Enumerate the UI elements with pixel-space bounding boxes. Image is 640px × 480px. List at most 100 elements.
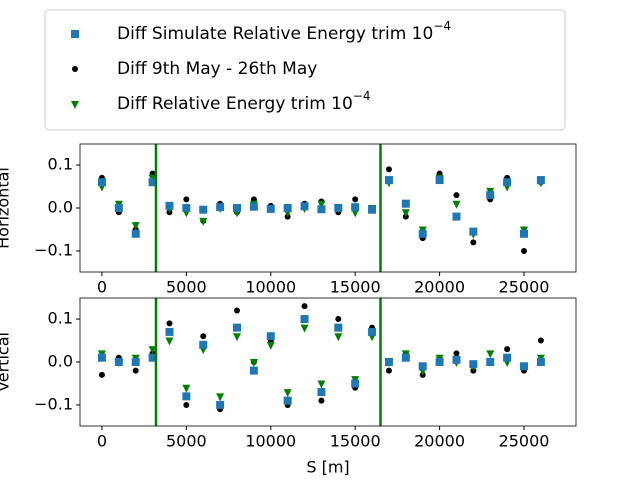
x-tick-label: 15000 xyxy=(330,432,381,451)
legend-text: Diff 9th May - 26th May xyxy=(117,59,317,79)
legend-label: Diff Simulate Relative Energy trim 10−4 xyxy=(117,19,451,45)
marker-square xyxy=(97,353,106,362)
marker-square xyxy=(97,178,106,187)
marker-square xyxy=(452,355,461,364)
marker-square xyxy=(317,388,326,397)
marker-square xyxy=(536,358,545,366)
marker-circle xyxy=(453,192,460,199)
marker-square xyxy=(351,379,360,388)
marker-square xyxy=(182,392,191,401)
marker-circle xyxy=(385,166,392,173)
marker-square xyxy=(435,176,444,185)
marker-square xyxy=(114,204,123,212)
marker-square xyxy=(536,176,545,185)
marker-triangle xyxy=(131,222,140,231)
marker-square xyxy=(418,229,427,238)
x-tick-label: 25000 xyxy=(499,432,550,451)
legend-label: Diff Relative Energy trim 10−4 xyxy=(117,89,371,115)
marker-square xyxy=(486,191,495,200)
legend-superscript: −4 xyxy=(353,89,371,103)
marker-square xyxy=(249,202,258,211)
marker-triangle xyxy=(452,200,461,209)
y-tick-label: 0.0 xyxy=(48,352,73,371)
marker-triangle xyxy=(317,380,326,389)
marker-square xyxy=(503,353,512,362)
axes-frame xyxy=(79,143,577,273)
marker-triangle xyxy=(266,341,275,350)
marker-square xyxy=(165,201,174,210)
marker-square xyxy=(114,358,123,366)
y-tick-label: 0.1 xyxy=(48,309,73,328)
marker-circle xyxy=(183,401,190,408)
marker-square xyxy=(148,353,157,362)
marker-triangle xyxy=(317,200,326,209)
marker-triangle xyxy=(401,209,410,218)
marker-square xyxy=(300,315,309,324)
marker-circle xyxy=(234,307,241,314)
marker-square xyxy=(368,327,377,336)
x-tick-label: 10000 xyxy=(245,432,296,451)
axes-frame xyxy=(79,297,577,427)
marker-square xyxy=(249,366,258,375)
x-axis-label: S [m] xyxy=(306,458,349,477)
legend-superscript: −4 xyxy=(433,19,451,33)
marker-triangle xyxy=(233,333,242,342)
marker-square xyxy=(401,353,410,362)
marker-circle xyxy=(301,303,308,310)
marker-square xyxy=(452,212,461,221)
marker-square xyxy=(435,358,444,366)
marker-triangle xyxy=(199,217,208,226)
marker-circle xyxy=(183,196,190,203)
marker-square xyxy=(520,362,529,371)
marker-square xyxy=(233,323,242,332)
plot-area xyxy=(97,144,545,272)
marker-square xyxy=(131,358,140,366)
y-axis-label: Horizontal xyxy=(0,167,13,249)
marker-square xyxy=(283,204,292,212)
marker-square xyxy=(71,30,79,38)
marker-circle xyxy=(504,346,511,353)
marker-square xyxy=(131,229,140,238)
marker-triangle xyxy=(165,337,174,346)
x-tick-label: 25000 xyxy=(499,278,550,297)
x-tick-label: 20000 xyxy=(414,432,465,451)
marker-circle xyxy=(132,367,139,374)
marker-square xyxy=(469,360,478,369)
marker-square xyxy=(233,204,242,212)
marker-circle xyxy=(98,371,105,378)
marker-triangle xyxy=(249,359,258,367)
marker-circle xyxy=(318,397,325,404)
marker-triangle xyxy=(300,324,309,333)
marker-square xyxy=(384,358,393,366)
x-tick-label: 5000 xyxy=(166,278,207,297)
y-tick-label: 0.0 xyxy=(48,198,73,217)
marker-circle xyxy=(470,239,477,246)
marker-square xyxy=(199,340,208,349)
marker-triangle xyxy=(486,350,495,359)
plot-area xyxy=(97,298,545,426)
marker-circle xyxy=(385,367,392,374)
marker-square xyxy=(165,327,174,336)
x-tick-label: 15000 xyxy=(330,278,381,297)
marker-circle xyxy=(537,337,544,344)
marker-circle xyxy=(335,316,342,323)
marker-circle xyxy=(166,320,173,327)
marker-square xyxy=(283,396,292,405)
x-tick-label: 10000 xyxy=(245,278,296,297)
marker-square xyxy=(334,323,343,332)
x-tick-label: 20000 xyxy=(414,278,465,297)
marker-square xyxy=(334,204,343,212)
legend: Diff Simulate Relative Energy trim 10−4 D… xyxy=(44,9,566,131)
marker-square xyxy=(401,199,410,208)
y-tick-label: 0.1 xyxy=(48,155,73,174)
marker-triangle xyxy=(182,384,191,393)
marker-square xyxy=(266,332,275,341)
marker-square xyxy=(486,358,495,366)
subplot: 0 5000 10000 15000 20000 25000 −0.1 0.0 0.1 Verti… xyxy=(0,297,577,477)
legend-frame xyxy=(44,9,566,131)
marker-circle xyxy=(200,333,207,340)
marker-triangle xyxy=(71,101,79,109)
marker-square xyxy=(182,204,191,212)
marker-square xyxy=(503,178,512,187)
